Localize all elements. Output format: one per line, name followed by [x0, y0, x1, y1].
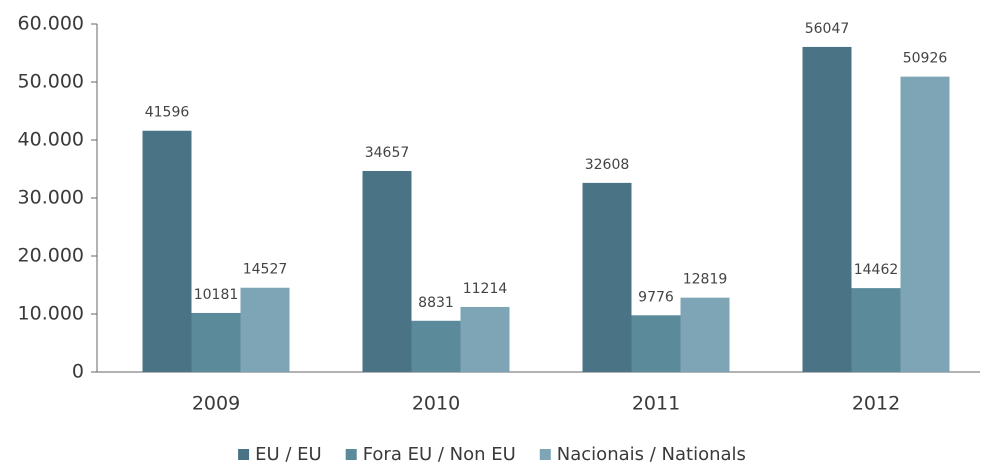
bar	[631, 315, 681, 372]
y-tick-label: 40.000	[18, 129, 84, 151]
y-tick-label: 10.000	[18, 303, 84, 325]
bar	[460, 306, 510, 372]
value-label: 56047	[805, 21, 850, 37]
legend-label: Fora EU / Non EU	[363, 444, 516, 465]
value-label: 41596	[145, 105, 190, 121]
value-label: 8831	[418, 295, 454, 311]
y-tick-label: 50.000	[18, 71, 84, 93]
bar	[362, 170, 412, 372]
value-label: 34657	[365, 145, 410, 161]
value-label: 14527	[243, 262, 288, 278]
value-label: 32608	[585, 157, 630, 173]
legend-swatch	[539, 449, 551, 460]
bar	[851, 288, 901, 372]
x-tick-label: 2010	[412, 393, 460, 415]
value-label: 50926	[903, 51, 948, 67]
legend: EU / EU Fora EU / Non EU Nacionais / Natio…	[238, 444, 746, 465]
bar	[900, 76, 950, 372]
legend-label: Nacionais / Nationals	[557, 444, 746, 465]
bar	[142, 130, 192, 372]
bar	[191, 312, 241, 372]
y-tick-label: 0	[72, 361, 84, 383]
value-label: 10181	[194, 287, 239, 303]
bar	[680, 297, 730, 372]
legend-swatch	[345, 449, 357, 460]
y-tick-label: 60.000	[18, 13, 84, 35]
value-label: 11214	[463, 281, 508, 297]
value-label: 9776	[638, 289, 674, 305]
y-tick-label: 20.000	[18, 245, 84, 267]
x-tick-label: 2011	[632, 393, 680, 415]
legend-swatch	[238, 449, 250, 460]
bar	[582, 182, 632, 372]
bar	[411, 320, 461, 372]
x-tick-label: 2009	[192, 393, 240, 415]
value-label: 12819	[683, 272, 728, 288]
legend-label: EU / EU	[255, 444, 322, 465]
y-tick-label: 30.000	[18, 187, 84, 209]
bar	[240, 287, 290, 372]
bar	[802, 46, 852, 372]
x-tick-label: 2012	[852, 393, 900, 415]
value-label: 14462	[854, 262, 899, 278]
